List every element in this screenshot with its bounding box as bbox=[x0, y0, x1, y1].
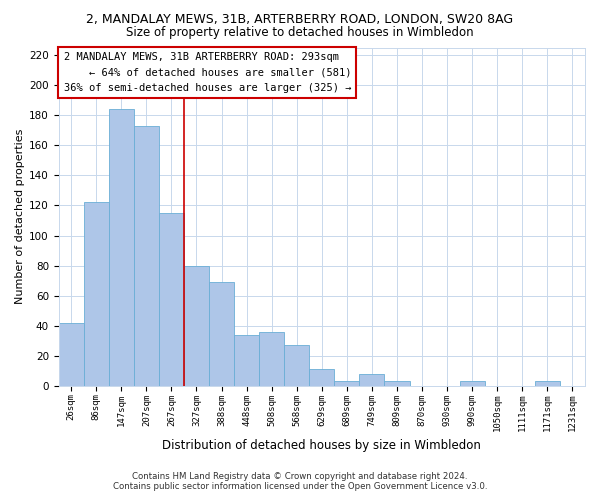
Bar bbox=[334, 382, 359, 386]
Bar bbox=[209, 282, 234, 386]
Bar bbox=[259, 332, 284, 386]
Text: Contains HM Land Registry data © Crown copyright and database right 2024.
Contai: Contains HM Land Registry data © Crown c… bbox=[113, 472, 487, 491]
Bar bbox=[385, 382, 410, 386]
Bar bbox=[84, 202, 109, 386]
Bar bbox=[359, 374, 385, 386]
Text: Size of property relative to detached houses in Wimbledon: Size of property relative to detached ho… bbox=[126, 26, 474, 39]
Y-axis label: Number of detached properties: Number of detached properties bbox=[15, 129, 25, 304]
X-axis label: Distribution of detached houses by size in Wimbledon: Distribution of detached houses by size … bbox=[163, 440, 481, 452]
Bar bbox=[109, 109, 134, 386]
Text: 2 MANDALAY MEWS, 31B ARTERBERRY ROAD: 293sqm
    ← 64% of detached houses are sm: 2 MANDALAY MEWS, 31B ARTERBERRY ROAD: 29… bbox=[64, 52, 351, 93]
Bar bbox=[309, 370, 334, 386]
Bar bbox=[159, 213, 184, 386]
Bar bbox=[234, 335, 259, 386]
Text: 2, MANDALAY MEWS, 31B, ARTERBERRY ROAD, LONDON, SW20 8AG: 2, MANDALAY MEWS, 31B, ARTERBERRY ROAD, … bbox=[86, 12, 514, 26]
Bar bbox=[535, 382, 560, 386]
Bar bbox=[134, 126, 159, 386]
Bar bbox=[460, 382, 485, 386]
Bar bbox=[59, 322, 84, 386]
Bar bbox=[184, 266, 209, 386]
Bar bbox=[284, 346, 309, 386]
